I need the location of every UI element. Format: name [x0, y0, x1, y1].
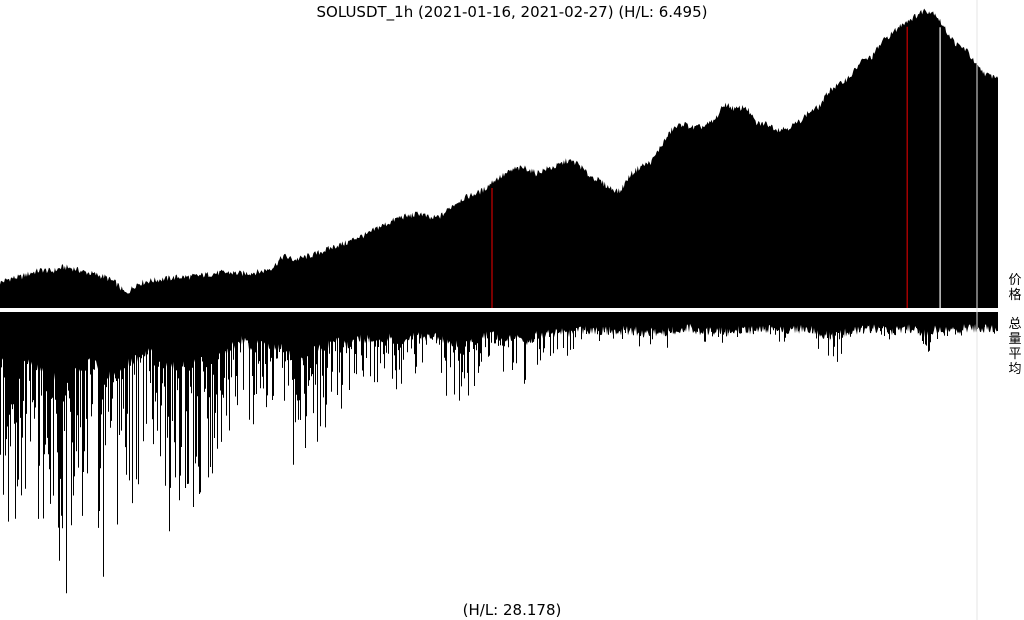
volume-axis-label-char: 总 [1008, 317, 1021, 332]
volume-panel [0, 312, 998, 594]
chart-title: SOLUSDT_1h (2021-01-16, 2021-02-27) (H/L… [317, 3, 708, 22]
price-axis-label-char: 格 [1008, 287, 1021, 303]
volume-axis-label-char: 均 [1008, 362, 1021, 377]
price-panel [0, 8, 998, 309]
volume-axis-label-char: 平 [1008, 347, 1021, 362]
price-area [0, 8, 998, 309]
volume-hl-label: (H/L: 28.178) [463, 601, 562, 619]
price-axis-label-char: 价 [1008, 273, 1021, 288]
volume-axis-label-char: 量 [1008, 332, 1021, 347]
price-axis-label: 价格 [1008, 273, 1021, 303]
